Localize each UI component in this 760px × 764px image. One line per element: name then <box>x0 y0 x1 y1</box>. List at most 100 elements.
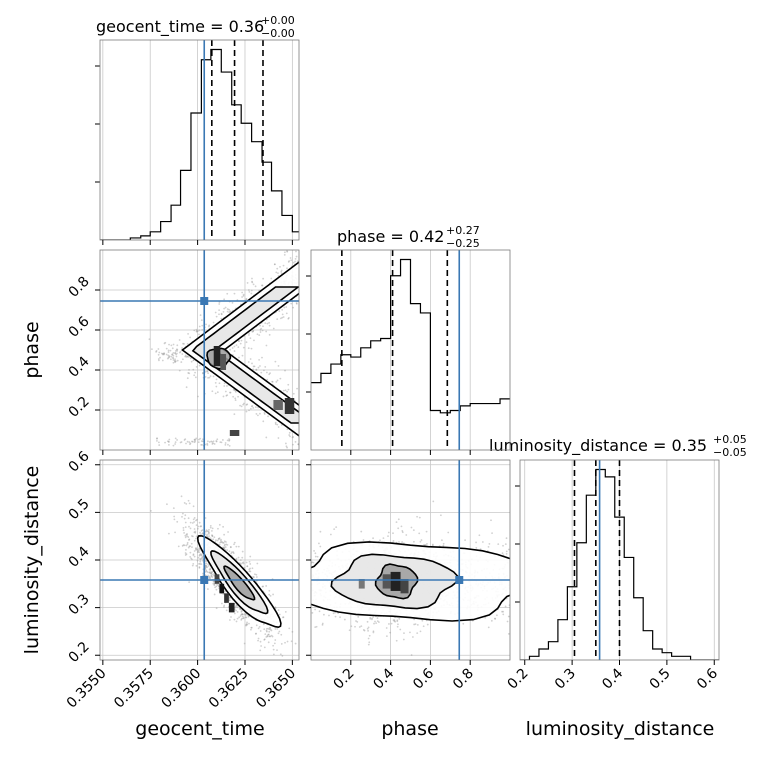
sample-point-phase-distance <box>392 532 394 534</box>
sample-point-geocent-phase <box>164 343 166 345</box>
sample-point-geocent-phase <box>175 441 177 443</box>
sample-point-geocent-phase <box>348 445 350 447</box>
truth-marker-geocent-phase <box>200 297 208 305</box>
sample-point-phase-distance <box>383 537 385 539</box>
sample-point-geocent-phase <box>347 250 349 252</box>
sample-point-geocent-phase <box>323 432 325 434</box>
sample-point-geocent-phase <box>359 261 361 263</box>
sample-point-phase-distance <box>363 629 365 631</box>
sample-point-geocent-phase <box>356 258 358 260</box>
sample-point-geocent-distance <box>211 530 213 532</box>
sample-point-geocent-phase <box>286 313 288 315</box>
sample-point-geocent-phase <box>301 424 303 426</box>
sample-point-geocent-distance <box>194 556 196 558</box>
sample-point-geocent-phase <box>306 283 308 285</box>
sample-point-geocent-phase <box>323 253 325 255</box>
sample-point-phase-distance <box>475 547 477 549</box>
sample-point-geocent-phase <box>357 439 359 441</box>
sample-point-geocent-distance <box>256 563 258 565</box>
sample-point-geocent-phase <box>302 432 304 434</box>
sample-point-geocent-phase <box>319 270 321 272</box>
sample-point-geocent-phase <box>304 417 306 419</box>
sample-point-geocent-phase <box>317 445 319 447</box>
sample-point-geocent-phase <box>345 259 347 261</box>
sample-point-geocent-phase <box>276 424 278 426</box>
sample-point-geocent-phase <box>313 422 315 424</box>
sample-point-geocent-phase <box>312 422 314 424</box>
sample-point-geocent-distance <box>233 543 235 545</box>
sample-point-geocent-distance <box>185 503 187 505</box>
sample-point-geocent-phase <box>222 439 224 441</box>
sample-point-geocent-phase <box>158 352 160 354</box>
sample-point-phase-distance <box>320 531 322 533</box>
sample-point-geocent-phase <box>342 283 344 285</box>
sample-point-geocent-distance <box>186 534 188 536</box>
sample-point-geocent-distance <box>188 538 190 540</box>
sample-point-geocent-distance <box>168 533 170 535</box>
sample-point-geocent-distance <box>266 628 268 630</box>
sample-point-geocent-distance <box>181 495 183 497</box>
sample-point-geocent-phase <box>248 289 250 291</box>
sample-point-geocent-phase <box>191 361 193 363</box>
sample-point-geocent-phase <box>166 348 168 350</box>
sample-point-geocent-phase <box>313 264 315 266</box>
sample-point-geocent-phase <box>290 259 292 261</box>
sample-point-geocent-phase <box>166 354 168 356</box>
sample-point-geocent-distance <box>187 543 189 545</box>
sample-point-geocent-distance <box>270 629 272 631</box>
sample-point-geocent-phase <box>321 262 323 264</box>
sample-point-geocent-phase <box>176 356 178 358</box>
sample-point-geocent-phase <box>201 329 203 331</box>
sample-point-geocent-distance <box>268 641 270 643</box>
sample-point-geocent-phase <box>188 369 190 371</box>
sample-point-geocent-phase <box>333 447 335 449</box>
density-cell-geocent-phase <box>214 346 221 366</box>
sample-point-geocent-phase <box>318 431 320 433</box>
sample-point-geocent-phase <box>338 252 340 254</box>
sample-point-geocent-distance <box>244 643 246 645</box>
sample-point-geocent-phase <box>251 405 253 407</box>
sample-point-geocent-phase <box>158 358 160 360</box>
sample-point-phase-distance <box>367 621 369 623</box>
sample-point-geocent-distance <box>287 641 289 643</box>
sample-point-geocent-phase <box>268 373 270 375</box>
sample-point-geocent-phase <box>315 428 317 430</box>
sample-point-geocent-phase <box>299 282 301 284</box>
sample-point-geocent-phase <box>187 343 189 345</box>
sample-point-geocent-distance <box>278 631 280 633</box>
sample-point-geocent-distance <box>249 556 251 558</box>
sample-point-geocent-distance <box>243 617 245 619</box>
sample-point-geocent-phase <box>368 428 370 430</box>
sample-point-geocent-phase <box>197 396 199 398</box>
sample-point-geocent-phase <box>318 263 320 265</box>
sample-point-phase-distance <box>416 516 418 518</box>
sample-point-geocent-phase <box>303 251 305 253</box>
sample-point-geocent-phase <box>226 293 228 295</box>
sample-point-geocent-phase <box>173 362 175 364</box>
sample-point-phase-distance <box>322 623 324 625</box>
sample-point-geocent-phase <box>320 446 322 448</box>
sample-point-geocent-phase <box>301 434 303 436</box>
sample-point-geocent-phase <box>259 365 261 367</box>
sample-point-geocent-phase <box>330 445 332 447</box>
sample-point-geocent-phase <box>300 287 302 289</box>
sample-point-geocent-phase <box>191 441 193 443</box>
sample-point-geocent-distance <box>276 649 278 651</box>
sample-point-geocent-phase <box>180 442 182 444</box>
sample-point-geocent-phase <box>266 372 268 374</box>
sample-point-geocent-phase <box>307 430 309 432</box>
sample-point-geocent-phase <box>314 417 316 419</box>
sample-point-geocent-phase <box>262 420 264 422</box>
sample-point-phase-distance <box>314 552 316 554</box>
sample-point-geocent-phase <box>251 282 253 284</box>
sample-point-geocent-phase <box>326 412 328 414</box>
sample-point-phase-distance <box>396 640 398 642</box>
sample-point-geocent-phase <box>279 266 281 268</box>
sample-point-geocent-distance <box>236 621 238 623</box>
sample-point-geocent-phase <box>359 432 361 434</box>
sample-point-geocent-phase <box>223 311 225 313</box>
sample-point-geocent-phase <box>278 310 280 312</box>
sample-point-geocent-phase <box>252 368 254 370</box>
sample-point-geocent-phase <box>259 413 261 415</box>
sample-point-geocent-phase <box>216 378 218 380</box>
